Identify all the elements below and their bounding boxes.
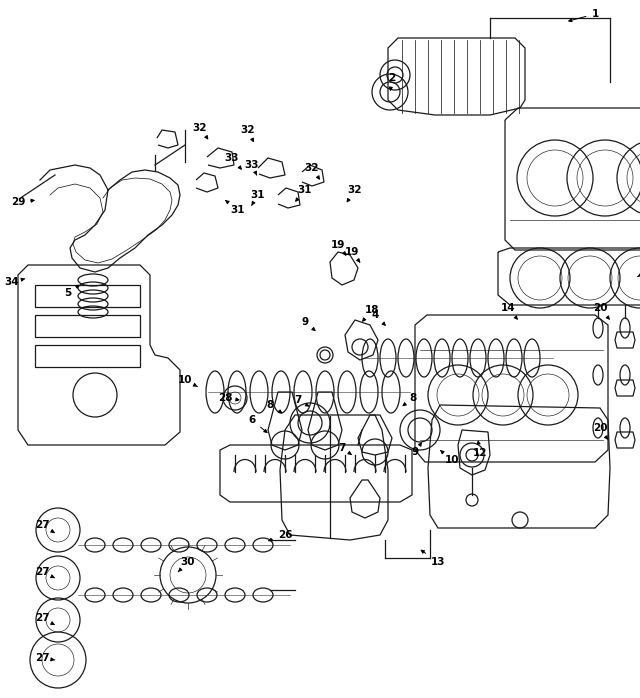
Text: 14: 14 bbox=[500, 303, 517, 319]
Text: 21: 21 bbox=[0, 697, 1, 698]
Text: 24: 24 bbox=[0, 697, 1, 698]
Text: 15: 15 bbox=[637, 265, 640, 276]
Text: 27: 27 bbox=[35, 520, 54, 533]
Text: 7: 7 bbox=[294, 395, 308, 406]
Text: 6: 6 bbox=[248, 415, 267, 433]
Text: 24: 24 bbox=[0, 697, 1, 698]
Text: 27: 27 bbox=[35, 613, 54, 625]
Text: 1: 1 bbox=[569, 9, 598, 22]
Text: 31: 31 bbox=[251, 190, 265, 205]
Text: 31: 31 bbox=[296, 185, 312, 201]
Text: 19: 19 bbox=[345, 247, 360, 262]
Text: 17: 17 bbox=[0, 697, 1, 698]
Text: 33: 33 bbox=[244, 160, 259, 175]
Text: 32: 32 bbox=[305, 163, 319, 179]
Text: 3: 3 bbox=[0, 697, 1, 698]
Text: 27: 27 bbox=[35, 653, 55, 663]
Text: 19: 19 bbox=[331, 240, 346, 255]
Text: 20: 20 bbox=[593, 303, 609, 319]
Text: 20: 20 bbox=[593, 423, 607, 439]
Text: 24: 24 bbox=[0, 697, 1, 698]
Text: 22: 22 bbox=[0, 697, 1, 698]
Text: 10: 10 bbox=[178, 375, 198, 387]
Text: 30: 30 bbox=[178, 557, 195, 572]
Text: 18: 18 bbox=[363, 305, 380, 321]
Text: 4: 4 bbox=[371, 310, 385, 325]
Text: 9: 9 bbox=[301, 317, 315, 331]
Text: 23: 23 bbox=[0, 697, 1, 698]
Text: 11: 11 bbox=[0, 697, 1, 698]
Text: 25: 25 bbox=[0, 697, 1, 698]
Text: 10: 10 bbox=[440, 450, 460, 465]
Text: 32: 32 bbox=[241, 125, 255, 142]
Text: 33: 33 bbox=[225, 153, 241, 169]
Text: 25: 25 bbox=[0, 697, 1, 698]
Text: 32: 32 bbox=[193, 123, 208, 139]
Text: 23: 23 bbox=[0, 697, 1, 698]
Text: 12: 12 bbox=[473, 441, 487, 458]
Text: 17: 17 bbox=[0, 697, 1, 698]
Text: 9: 9 bbox=[412, 443, 421, 457]
Text: 31: 31 bbox=[225, 200, 245, 215]
Text: 25: 25 bbox=[0, 697, 1, 698]
Text: 13: 13 bbox=[421, 550, 445, 567]
Text: 26: 26 bbox=[269, 530, 292, 541]
Text: 8: 8 bbox=[266, 400, 282, 413]
Text: 29: 29 bbox=[11, 197, 34, 207]
Text: 32: 32 bbox=[347, 185, 362, 202]
Text: 23: 23 bbox=[0, 697, 1, 698]
Text: 8: 8 bbox=[403, 393, 417, 406]
Text: 16: 16 bbox=[0, 697, 1, 698]
Text: 7: 7 bbox=[339, 443, 351, 454]
Text: 28: 28 bbox=[218, 393, 239, 403]
Text: 21: 21 bbox=[0, 697, 1, 698]
Text: 27: 27 bbox=[35, 567, 54, 578]
Text: 5: 5 bbox=[65, 285, 79, 298]
Text: 21: 21 bbox=[0, 697, 1, 698]
Text: 2: 2 bbox=[388, 73, 396, 90]
Text: 34: 34 bbox=[4, 277, 25, 287]
